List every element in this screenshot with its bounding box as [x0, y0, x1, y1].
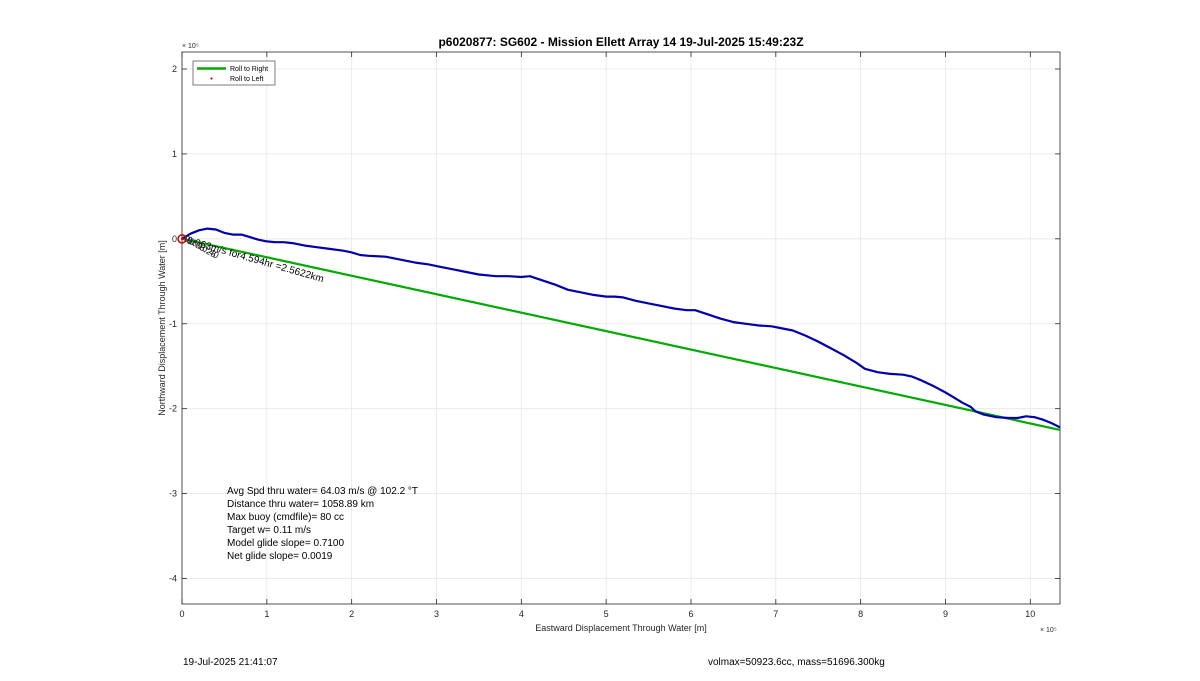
stats-block: Avg Spd thru water= 64.03 m/s @ 102.2 °T…	[227, 486, 418, 562]
chart-title: p6020877: SG602 - Mission Ellett Array 1…	[438, 35, 803, 49]
footer-timestamp: 19-Jul-2025 21:41:07	[183, 657, 278, 668]
y-tick-label: 2	[172, 64, 177, 74]
legend-label-roll-right: Roll to Right	[230, 66, 268, 73]
x-tick-label: 7	[773, 609, 778, 619]
x-axis-label: Eastward Displacement Through Water [m]	[535, 623, 707, 633]
x-tick-label: 4	[519, 609, 524, 619]
y-axis-exponent: × 10⁵	[182, 43, 199, 50]
legend-label-roll-left: Roll to Left	[230, 76, 264, 83]
stat-target-w: Target w= 0.11 m/s	[227, 525, 311, 536]
y-tick-label: 1	[172, 149, 177, 159]
start-marker-dot	[180, 237, 184, 241]
y-axis-label: Northward Displacement Through Water [m]	[157, 240, 167, 416]
x-tick-label: 5	[604, 609, 609, 619]
x-tick-label: 6	[688, 609, 693, 619]
stat-model-glide-slope: Model glide slope= 0.7100	[227, 538, 344, 549]
x-tick-label: 0	[179, 609, 184, 619]
grid	[181, 52, 1060, 604]
x-tick-label: 2	[349, 609, 354, 619]
series-line-blue	[181, 227, 1061, 429]
series-layer	[177, 227, 1061, 431]
y-tick-label: -3	[169, 489, 177, 499]
x-tick-label: 3	[434, 609, 439, 619]
stat-distance: Distance thru water= 1058.89 km	[227, 499, 374, 510]
x-tick-label: 1	[264, 609, 269, 619]
x-tick-label: 10	[1025, 609, 1035, 619]
y-tick-label: 0	[172, 234, 177, 244]
stat-avg-speed: Avg Spd thru water= 64.03 m/s @ 102.2 °T	[227, 486, 418, 497]
footer-volmax-mass: volmax=50923.6cc, mass=51696.300kg	[708, 657, 885, 668]
x-axis-exponent: × 10⁵	[1040, 627, 1057, 634]
legend-swatch-roll-left	[210, 77, 213, 80]
y-tick-label: -4	[169, 574, 177, 584]
legend: Roll to Right Roll to Left	[192, 60, 276, 86]
stat-max-buoy: Max buoy (cmdfile)= 80 cc	[227, 512, 344, 523]
annotation-layer: 0.063m/s for4.594hr =2.5622km00:58:2601:…	[183, 234, 325, 286]
x-tick-label: 8	[858, 609, 863, 619]
stat-net-glide-slope: Net glide slope= 0.0019	[227, 551, 333, 562]
y-tick-label: -2	[169, 404, 177, 414]
series-line-green	[181, 237, 1061, 431]
start-marker	[177, 234, 187, 244]
plot-area-frame	[181, 51, 1061, 605]
legend-box	[192, 60, 276, 86]
x-tick-label: 9	[943, 609, 948, 619]
y-tick-label: -1	[169, 319, 177, 329]
